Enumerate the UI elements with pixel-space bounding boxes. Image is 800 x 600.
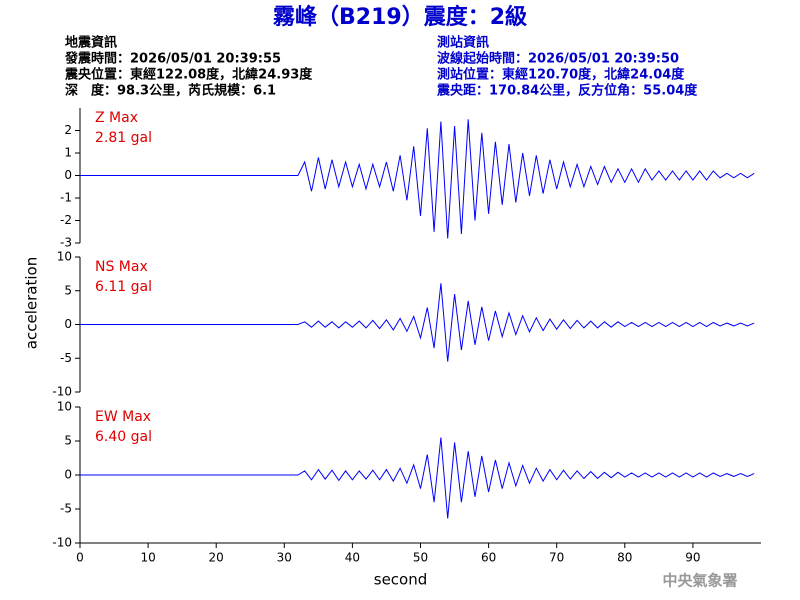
event-info: 震央位置：東經122.08度，北緯24.93度 [64,67,313,83]
event-info: 深 度：98.3公里，芮氏規模：6.1 [65,83,276,99]
max-label: 6.40 gal [95,429,152,445]
x-tick-label: 20 [209,551,224,565]
x-axis-label: second [374,571,428,589]
y-tick-label: -5 [60,351,72,365]
y-tick-label: 2 [64,123,72,137]
waveform [80,283,755,362]
y-tick-label: 10 [57,400,72,414]
y-tick-label: -10 [52,536,72,550]
waveform [80,119,755,239]
y-tick-label: -3 [60,236,72,250]
series-name: EW Max [95,409,151,425]
max-label: 2.81 gal [95,130,152,146]
y-tick-label: -1 [60,191,72,205]
station-info: 測站資訊 [437,35,489,51]
y-tick-label: 5 [64,283,72,297]
x-tick-label: 80 [617,551,632,565]
station-info: 震央距：170.84公里，反方位角：55.04度 [436,83,698,99]
x-tick-label: 10 [140,551,155,565]
x-tick-label: 40 [345,551,360,565]
station-info: 測站位置：東經120.70度，北緯24.04度 [437,67,685,83]
y-tick-label: -2 [60,213,72,227]
max-label: 6.11 gal [95,279,152,295]
x-tick-label: 30 [277,551,292,565]
y-tick-label: 0 [64,317,72,331]
waveform [80,437,755,519]
footer: 中央氣象署 [662,572,737,590]
y-tick-label: -10 [52,385,72,399]
x-tick-label: 60 [481,551,496,565]
event-info: 地震資訊 [65,35,117,51]
y-tick-label: 0 [64,468,72,482]
x-tick-label: 90 [685,551,700,565]
chart-title: 霧峰（B219）震度：2級 [272,4,527,30]
y-tick-label: 0 [64,168,72,182]
x-tick-label: 50 [413,551,428,565]
event-info: 發震時間：2026/05/01 20:39:55 [64,51,281,67]
series-name: Z Max [95,110,138,126]
y-tick-label: 10 [57,250,72,264]
x-tick-label: 0 [76,551,84,565]
station-info: 波線起始時間：2026/05/01 20:39:50 [437,51,679,67]
y-axis-label: acceleration [23,257,41,349]
y-tick-label: -5 [60,502,72,516]
y-tick-label: 5 [64,434,72,448]
series-name: NS Max [95,259,148,275]
y-tick-label: 1 [64,146,72,160]
x-tick-label: 70 [549,551,564,565]
